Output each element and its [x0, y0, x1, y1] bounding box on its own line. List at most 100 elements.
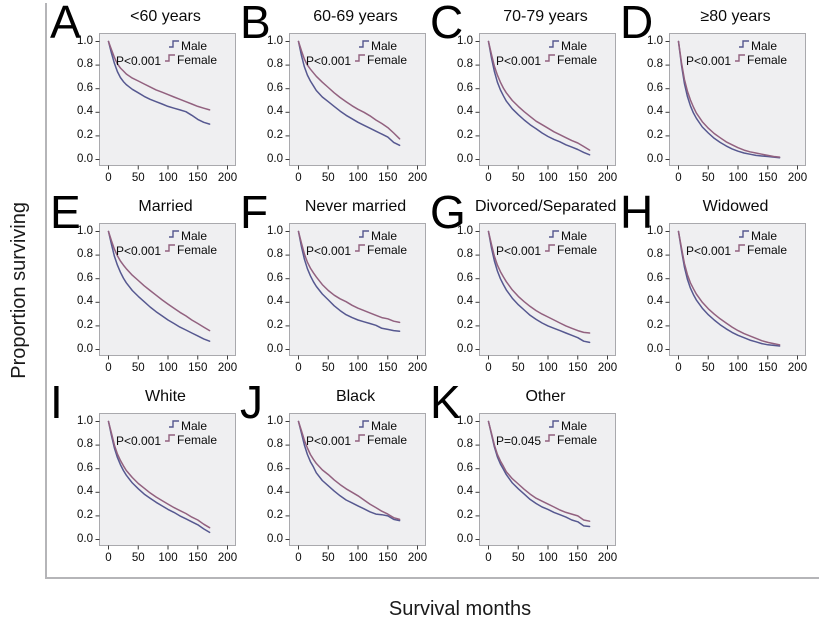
x-tick-label: 200 [217, 172, 238, 184]
x-tick-label: 100 [348, 362, 368, 374]
x-tick-label: 50 [511, 362, 525, 374]
x-tick-label: 200 [407, 552, 428, 564]
p-value-label: P<0.001 [116, 244, 161, 258]
panel-title: Other [525, 388, 566, 405]
y-tick-label: 0.2 [457, 508, 473, 521]
x-tick-label: 100 [538, 552, 558, 564]
y-axis-title: Proportion surviving [4, 0, 34, 580]
panel-letter-i: I [50, 376, 63, 428]
y-tick-label: 1.0 [77, 34, 93, 47]
male-survival-curve [487, 230, 591, 344]
figure-frame-bottom [45, 577, 819, 579]
female-survival-curve [487, 40, 591, 151]
legend-male-label: Male [371, 39, 397, 53]
y-tick-label: 0.2 [77, 318, 93, 331]
y-tick-label: 0.6 [457, 461, 473, 474]
panel-f: F Never married P<0.001 Male Female 1.0 0.8 0.6… [240, 186, 430, 380]
y-tick-label: 0.4 [647, 105, 663, 118]
male-survival-curve [677, 230, 781, 347]
female-survival-curve [107, 230, 211, 332]
x-tick-label: 0 [105, 362, 112, 374]
y-tick-label: 1.0 [267, 414, 283, 427]
male-survival-curve [297, 420, 401, 522]
x-tick-label: 0 [485, 362, 492, 374]
x-tick-label: 100 [728, 362, 748, 374]
panel-letter-d: D [620, 0, 654, 48]
panel-letter-f: F [240, 186, 269, 238]
legend-male-label: Male [181, 229, 207, 243]
plot-area [99, 33, 236, 166]
legend-male-label: Male [371, 419, 397, 433]
x-tick-label: 50 [321, 362, 335, 374]
male-step-icon [169, 40, 179, 48]
y-axis-title-text: Proportion surviving [7, 201, 30, 379]
y-tick-label: 0.2 [77, 508, 93, 521]
panel-g: G Divorced/Separated P<0.001 Male Female 1.0 0… [430, 189, 620, 380]
x-tick-label: 100 [158, 362, 178, 374]
male-step-icon [169, 420, 179, 428]
x-tick-label: 100 [538, 172, 558, 184]
male-step-icon [359, 40, 369, 48]
panel-title: Black [335, 388, 376, 405]
y-tick-label: 0.8 [77, 438, 93, 451]
male-step-icon [739, 40, 749, 48]
female-survival-curve [677, 40, 781, 158]
p-value-label: P<0.001 [686, 244, 731, 258]
panel-c: C 70-79 years P<0.001 Male Female 1.0 0.8 0.6 0.… [430, 0, 620, 190]
p-value-label: P<0.001 [116, 54, 161, 68]
p-value-label: P<0.001 [496, 244, 541, 258]
x-tick-label: 150 [568, 172, 588, 184]
p-value-label: P<0.001 [306, 244, 351, 258]
panel-title: Married [138, 198, 193, 215]
plot-area [289, 33, 426, 166]
x-tick-label: 50 [511, 172, 525, 184]
female-step-icon [735, 54, 745, 62]
y-tick-label: 1.0 [267, 34, 283, 47]
x-tick-label: 0 [105, 552, 112, 564]
x-tick-label: 150 [758, 172, 778, 184]
x-tick-label: 0 [485, 552, 492, 564]
panel-b: B 60-69 years P<0.001 Male Female 1.0 0.8 0.6 0.… [240, 0, 430, 190]
male-survival-curve [677, 40, 781, 159]
legend-female-label: Female [557, 243, 597, 257]
x-tick-label: 200 [217, 362, 238, 374]
legend-female-label: Female [557, 433, 597, 447]
plot-area [99, 223, 236, 356]
x-tick-label: 0 [675, 172, 682, 184]
legend-male-label: Male [751, 229, 777, 243]
x-tick-label: 200 [217, 552, 238, 564]
x-tick-label: 50 [701, 172, 715, 184]
y-tick-label: 0.8 [647, 58, 663, 71]
y-tick-label: 0.0 [267, 532, 283, 545]
male-survival-curve [487, 420, 591, 528]
x-tick-label: 50 [511, 552, 525, 564]
y-tick-label: 0.4 [457, 485, 473, 498]
male-step-icon [359, 420, 369, 428]
female-survival-curve [297, 420, 401, 521]
y-tick-label: 0.8 [77, 248, 93, 261]
female-survival-curve [487, 420, 591, 522]
legend-male-label: Male [561, 419, 587, 433]
x-tick-label: 100 [348, 552, 368, 564]
x-tick-label: 0 [675, 362, 682, 374]
x-tick-label: 100 [728, 172, 748, 184]
y-tick-label: 0.2 [267, 508, 283, 521]
x-tick-label: 150 [568, 552, 588, 564]
female-step-icon [355, 54, 365, 62]
x-tick-label: 200 [597, 172, 618, 184]
plot-area [289, 413, 426, 546]
y-tick-label: 0.4 [77, 295, 93, 308]
y-tick-label: 0.6 [77, 271, 93, 284]
plot-area [289, 223, 426, 356]
legend-female-label: Female [747, 243, 787, 257]
x-tick-label: 150 [568, 362, 588, 374]
female-survival-curve [107, 420, 211, 529]
y-tick-label: 0.6 [647, 81, 663, 94]
legend-female-label: Female [367, 243, 407, 257]
female-survival-curve [677, 230, 781, 346]
x-tick-label: 200 [407, 172, 428, 184]
